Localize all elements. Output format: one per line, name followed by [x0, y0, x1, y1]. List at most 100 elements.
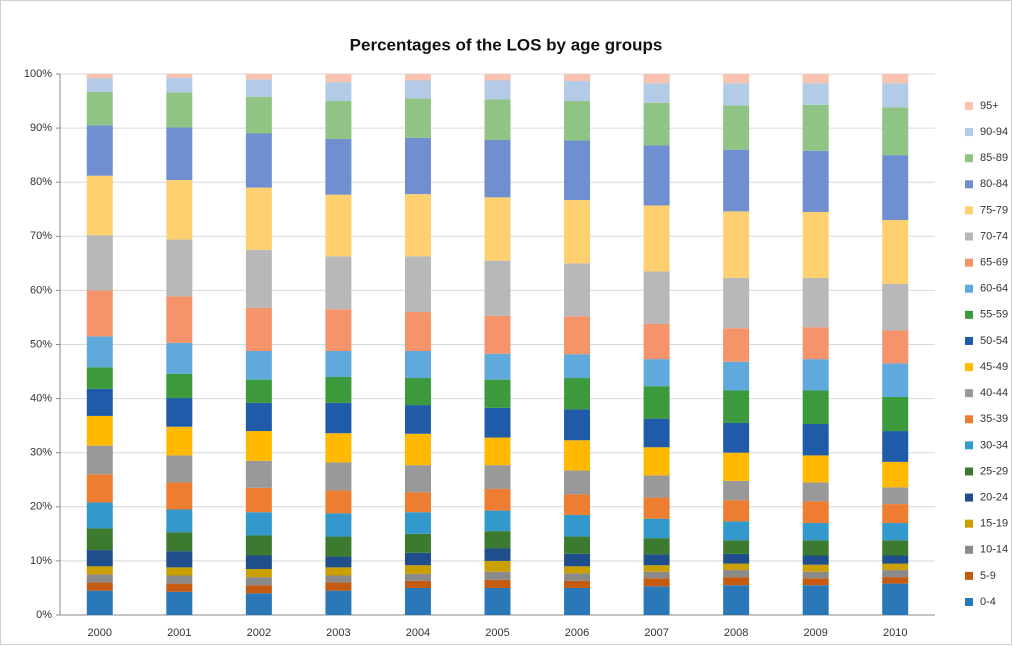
bar-segment	[564, 101, 591, 141]
legend-swatch	[965, 598, 973, 606]
bar-segment	[404, 565, 431, 574]
bar-segment	[166, 551, 193, 568]
bar-segment	[564, 200, 591, 264]
bar-segment	[643, 447, 670, 476]
bar-segment	[86, 78, 113, 92]
chart-title: Percentages of the LOS by age groups	[350, 35, 663, 54]
bar-segment	[802, 523, 829, 541]
bar-segment	[404, 552, 431, 566]
bar-segment	[564, 553, 591, 567]
bar-segment	[325, 350, 352, 377]
bar-segment	[325, 567, 352, 576]
bar-segment	[723, 74, 750, 84]
legend-label: 0-4	[980, 596, 996, 608]
bar-segment	[86, 235, 113, 291]
bar-segment	[404, 312, 431, 351]
bar-segment	[86, 91, 113, 126]
bar-segment	[484, 465, 511, 489]
bar-segment	[723, 577, 750, 586]
legend-label: 5-9	[980, 570, 996, 582]
bar-segment	[723, 521, 750, 541]
bar-segment	[404, 465, 431, 493]
bar-segment	[723, 540, 750, 554]
bar-segment	[484, 80, 511, 100]
bar-segment	[245, 307, 272, 351]
bar-segment	[882, 74, 909, 84]
bar-segment	[484, 571, 511, 580]
bar-segment	[564, 440, 591, 471]
bar-segment	[564, 536, 591, 554]
bar-segment	[325, 376, 352, 403]
legend-label: 60-64	[980, 283, 1008, 295]
bar-segment	[882, 570, 909, 578]
legend-swatch	[965, 336, 973, 345]
bar-segment	[166, 455, 193, 483]
bar-segment	[484, 560, 511, 572]
legend-swatch	[965, 284, 973, 293]
bar-segment	[564, 378, 591, 410]
legend-swatch	[965, 102, 973, 110]
bar-segment	[404, 492, 431, 513]
bar-segment	[802, 455, 829, 483]
bar-segment	[564, 354, 591, 379]
bar-segment	[86, 574, 113, 583]
bar-segment	[643, 145, 670, 206]
bar-segment	[325, 309, 352, 351]
bar-segment	[643, 538, 670, 555]
bar-segment	[404, 80, 431, 99]
bar-segment	[723, 563, 750, 571]
bar-segment	[802, 74, 829, 84]
bar-segment	[245, 96, 272, 134]
legend-label: 25-29	[980, 465, 1008, 477]
bar-segment	[802, 540, 829, 556]
bar-segment	[166, 583, 193, 592]
bar-segment	[86, 74, 113, 79]
bar-segment	[643, 83, 670, 103]
bar-segment	[564, 81, 591, 102]
bar-segment	[86, 582, 113, 591]
bar-segment	[325, 582, 352, 591]
bar-segment	[802, 501, 829, 524]
bar-segment	[882, 431, 909, 462]
bar-segment	[564, 263, 591, 317]
bar-segment	[802, 104, 829, 151]
x-tick-label: 2005	[485, 627, 509, 639]
bar-segment	[723, 422, 750, 453]
bar-segment	[86, 502, 113, 529]
bar-segment	[166, 180, 193, 240]
bar-segment	[86, 445, 113, 475]
bar-segment	[484, 140, 511, 198]
bar-segment	[484, 579, 511, 588]
bar-segment	[404, 378, 431, 406]
bar-segment	[802, 390, 829, 425]
y-tick-label: 80%	[30, 176, 52, 188]
bar-segment	[245, 187, 272, 250]
bar-segment	[325, 536, 352, 557]
bar-segment	[166, 509, 193, 533]
bar-segment	[245, 249, 272, 308]
bar-segment	[882, 555, 909, 564]
bar-segment	[564, 74, 591, 82]
x-tick-label: 2009	[803, 627, 827, 639]
bar-segment	[882, 155, 909, 221]
legend-label: 55-59	[980, 309, 1008, 321]
y-tick-label: 40%	[30, 393, 52, 405]
bar-segment	[166, 575, 193, 584]
bar-segment	[643, 386, 670, 419]
bar-segment	[86, 528, 113, 551]
bar-segment	[404, 533, 431, 553]
bar-segment	[802, 150, 829, 212]
bar-segment	[245, 555, 272, 570]
y-tick-label: 90%	[30, 122, 52, 134]
legend-swatch	[965, 258, 973, 267]
bar-segment	[643, 271, 670, 324]
bar-segment	[245, 133, 272, 188]
bar-segment	[723, 83, 750, 106]
x-tick-label: 2010	[883, 627, 907, 639]
bar-segment	[643, 323, 670, 360]
x-tick-label: 2007	[644, 627, 668, 639]
legend-swatch	[965, 363, 973, 372]
bar-segment	[882, 330, 909, 364]
bar-segment	[245, 402, 272, 432]
legend-label: 75-79	[980, 204, 1008, 216]
